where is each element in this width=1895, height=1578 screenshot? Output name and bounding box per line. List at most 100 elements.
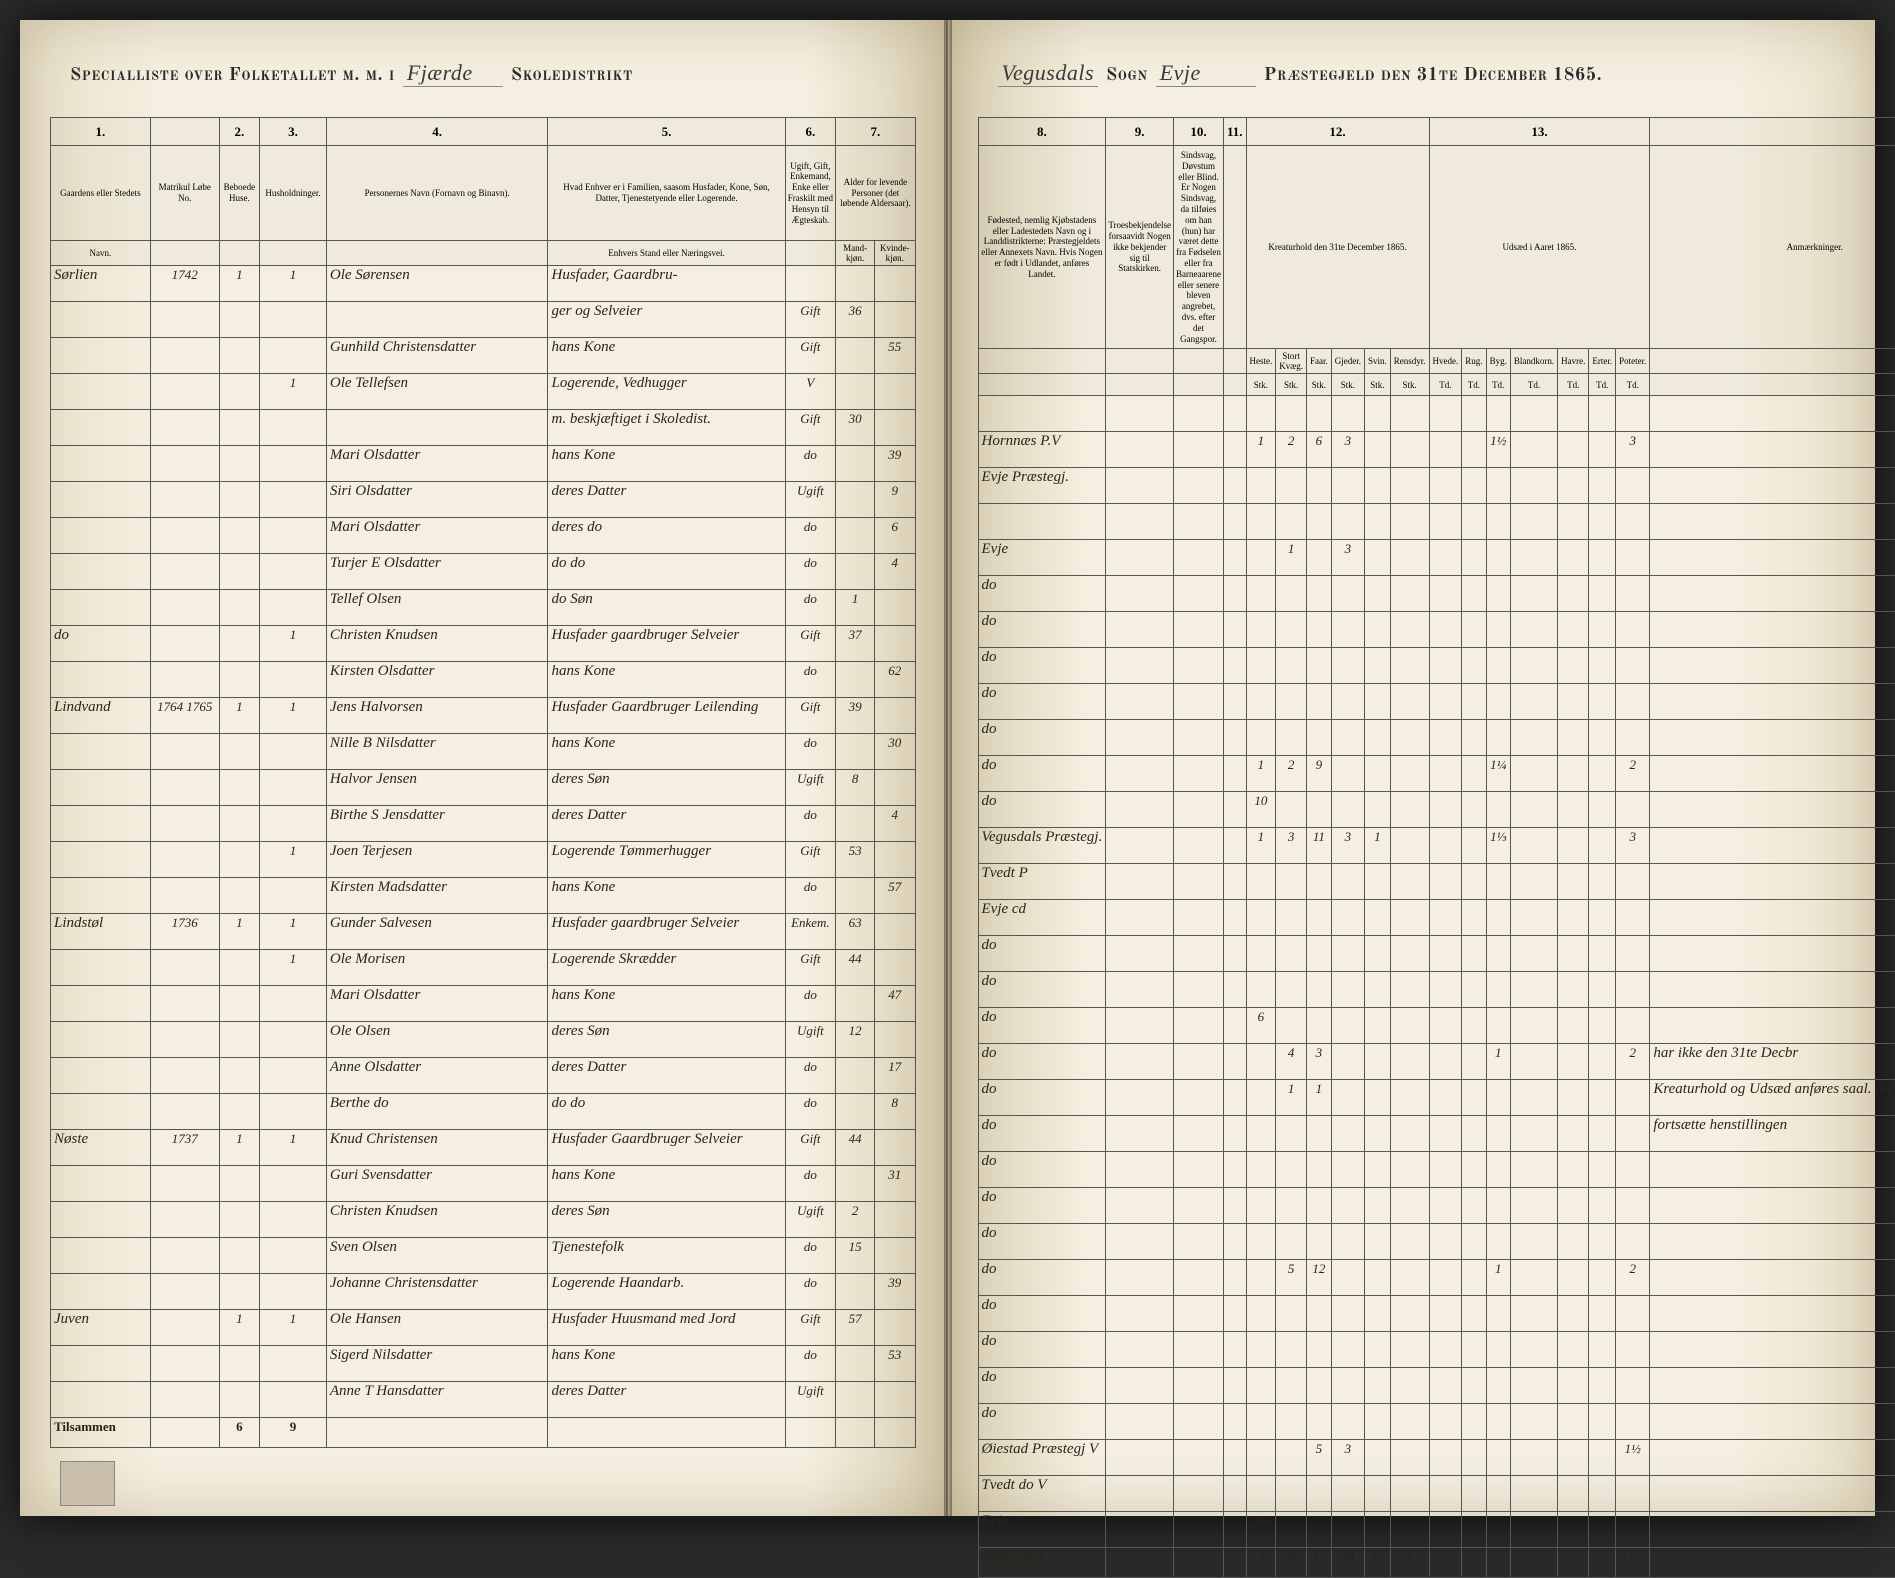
cell-seed — [1429, 612, 1462, 648]
cell-seed — [1616, 900, 1650, 936]
cell-farm — [51, 554, 151, 590]
cell-livestock: 1 — [1365, 828, 1391, 864]
cell-livestock — [1276, 648, 1307, 684]
cell-name: Ole Sørensen — [326, 266, 548, 302]
cell-seed — [1589, 828, 1616, 864]
cell-farm — [51, 1022, 151, 1058]
cell-seed — [1486, 1296, 1510, 1332]
cell-hush — [260, 1238, 327, 1274]
cell-11 — [1223, 1260, 1246, 1296]
cell-relig — [1106, 1188, 1174, 1224]
cell-11 — [1223, 1152, 1246, 1188]
cell-seed — [1616, 1188, 1650, 1224]
cell-relig — [1106, 900, 1174, 936]
cell-remark: Kreaturhold og Udsæd anføres saal. da de… — [1650, 1080, 1895, 1116]
cell-livestock — [1307, 1224, 1332, 1260]
cell-age-k — [875, 266, 916, 302]
cell-age-m: 12 — [836, 1022, 875, 1058]
cell-age-k — [875, 1202, 916, 1238]
cell-seed — [1486, 900, 1510, 936]
cell-age-m — [836, 554, 875, 590]
cell-relig — [1106, 1080, 1174, 1116]
cell-11 — [1223, 1044, 1246, 1080]
cell-matr — [150, 302, 219, 338]
cell-civil: do — [785, 806, 836, 842]
col-1: 1. — [51, 118, 151, 146]
cell-11 — [1223, 648, 1246, 684]
cell-seed — [1558, 396, 1589, 432]
cell-birth: do — [978, 648, 1106, 684]
cell-huse: 1 — [219, 266, 259, 302]
cell-farm: Lindvand — [51, 698, 151, 734]
cell-matr — [150, 1382, 219, 1418]
table-row: Siri Olsdatterderes DatterUgift9 — [51, 482, 916, 518]
cell-huse — [219, 986, 259, 1022]
cell-seed — [1429, 1440, 1462, 1476]
cell-seed — [1558, 1224, 1589, 1260]
cell-livestock — [1331, 1368, 1364, 1404]
cell-livestock — [1331, 1044, 1364, 1080]
cell-livestock — [1365, 504, 1391, 540]
cell-relig — [1106, 1260, 1174, 1296]
cell-seed — [1589, 900, 1616, 936]
cell-livestock: 3 — [1331, 1440, 1364, 1476]
footer-label-left: Tilsammen — [51, 1418, 151, 1448]
cell-huse — [219, 950, 259, 986]
cell-relig — [1106, 1008, 1174, 1044]
cell-hush: 1 — [260, 266, 327, 302]
cell-livestock — [1331, 396, 1364, 432]
cell-livestock — [1365, 1368, 1391, 1404]
cell-age-m — [836, 518, 875, 554]
cell-seed: 1¼ — [1486, 756, 1510, 792]
cell-name: Christen Knudsen — [326, 626, 548, 662]
cell-seed — [1558, 1260, 1589, 1296]
cell-livestock — [1246, 576, 1276, 612]
cell-seed — [1616, 1008, 1650, 1044]
cell-livestock — [1390, 540, 1429, 576]
cell-livestock — [1246, 1476, 1276, 1512]
cell-seed — [1486, 936, 1510, 972]
cell-seed — [1558, 1404, 1589, 1440]
cell-farm — [51, 446, 151, 482]
cell-livestock — [1365, 1044, 1391, 1080]
cell-seed — [1429, 756, 1462, 792]
cell-cond — [1174, 720, 1224, 756]
cell-livestock: 3 — [1307, 1044, 1332, 1080]
cell-livestock — [1365, 1404, 1391, 1440]
cell-relig — [1106, 1512, 1174, 1548]
label-relig: Troesbekjendelse forsaavidt Nogen ikke b… — [1106, 146, 1174, 349]
cell-hush — [260, 1166, 327, 1202]
cell-huse — [219, 1166, 259, 1202]
cell-livestock: 3 — [1331, 828, 1364, 864]
cell-livestock: 2 — [1276, 756, 1307, 792]
cell-remark — [1650, 648, 1895, 684]
cell-birth: do — [978, 1368, 1106, 1404]
cell-seed — [1589, 684, 1616, 720]
cell-role: deres do — [548, 518, 785, 554]
label-persons: Personernes Navn (Fornavn og Binavn). — [326, 146, 548, 241]
cell-seed — [1616, 1368, 1650, 1404]
cell-seed — [1558, 720, 1589, 756]
cell-remark — [1650, 432, 1895, 468]
cell-age-m: 57 — [836, 1310, 875, 1346]
cell-relig — [1106, 1332, 1174, 1368]
cell-age-m — [836, 878, 875, 914]
cell-seed — [1510, 1512, 1557, 1548]
sub-poteter: Poteter. — [1616, 349, 1650, 374]
col-5: 5. — [548, 118, 785, 146]
cell-age-k — [875, 374, 916, 410]
table-row: Lindstøl173611Gunder SalvesenHusfader ga… — [51, 914, 916, 950]
label-cond: Sindsvag, Døvstum eller Blind. Er Nogen … — [1174, 146, 1224, 349]
cell-remark — [1650, 1440, 1895, 1476]
cell-livestock — [1390, 1512, 1429, 1548]
cell-seed — [1558, 1368, 1589, 1404]
cell-relig — [1106, 1152, 1174, 1188]
cell-huse — [219, 554, 259, 590]
cell-seed — [1589, 1512, 1616, 1548]
cell-name: Birthe S Jensdatter — [326, 806, 548, 842]
cell-11 — [1223, 1008, 1246, 1044]
cell-role: hans Kone — [548, 734, 785, 770]
census-ledger-book: Specialliste over Folketallet m. m. i Fj… — [20, 20, 1875, 1516]
header-prestegjeld: Evje — [1156, 60, 1256, 87]
cell-livestock — [1390, 1152, 1429, 1188]
